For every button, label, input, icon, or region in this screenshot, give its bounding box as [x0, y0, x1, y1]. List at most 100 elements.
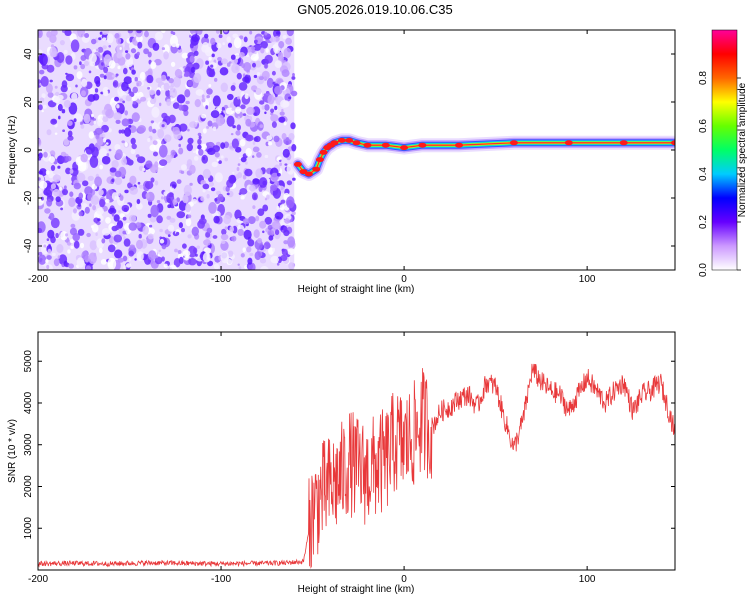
noise-blob — [127, 30, 133, 34]
noise-blob — [73, 182, 82, 190]
noise-blob — [128, 222, 138, 231]
noise-blob — [102, 89, 109, 96]
noise-blob — [197, 144, 202, 150]
y-tick-label: 0 — [23, 147, 34, 153]
track-peak — [345, 137, 354, 143]
noise-blob — [208, 202, 217, 214]
noise-blob — [245, 134, 254, 142]
noise-blob — [291, 76, 296, 80]
noise-blob — [236, 72, 242, 80]
noise-blob — [158, 249, 162, 252]
noise-blob — [187, 80, 194, 87]
noise-blob — [108, 148, 112, 152]
noise-blob — [156, 215, 163, 224]
noise-blob — [79, 61, 82, 66]
noise-blob — [125, 263, 132, 268]
noise-blob — [47, 248, 52, 255]
noise-blob — [276, 205, 280, 210]
noise-blob — [43, 244, 47, 248]
noise-blob — [111, 160, 119, 169]
x-tick-label: -100 — [211, 274, 231, 285]
noise-blob — [48, 156, 55, 164]
noise-blob — [147, 213, 152, 218]
noise-blob — [210, 110, 220, 119]
noise-blob — [137, 41, 143, 49]
noise-blob — [174, 153, 178, 157]
noise-blob — [240, 195, 245, 200]
noise-blob — [111, 192, 119, 201]
noise-blob — [262, 230, 265, 234]
noise-blob — [96, 207, 104, 215]
noise-blob — [189, 55, 195, 63]
noise-blob — [260, 266, 269, 270]
noise-blob — [187, 234, 192, 239]
noise-blob — [130, 137, 136, 145]
noise-blob — [53, 188, 60, 197]
noise-blob — [70, 245, 74, 249]
noise-blob — [201, 98, 206, 103]
noise-blob — [86, 232, 91, 238]
noise-blob — [124, 142, 128, 147]
noise-blob — [196, 245, 200, 250]
noise-blob — [111, 74, 116, 78]
noise-blob — [203, 239, 211, 246]
noise-blob — [76, 172, 86, 183]
noise-blob — [195, 253, 198, 257]
noise-blob — [105, 108, 114, 119]
noise-blob — [188, 258, 197, 266]
noise-blob — [242, 174, 247, 180]
noise-blob — [231, 138, 239, 149]
noise-blob — [292, 73, 295, 77]
noise-blob — [212, 235, 218, 239]
noise-blob — [125, 53, 131, 60]
noise-blob — [232, 171, 235, 174]
noise-blob — [67, 135, 74, 141]
noise-blob — [80, 63, 86, 70]
noise-blob — [123, 67, 128, 75]
noise-blob — [237, 228, 244, 236]
noise-blob — [242, 113, 247, 116]
noise-blob — [286, 196, 295, 209]
noise-blob — [161, 30, 166, 33]
x-tick-label: 0 — [401, 274, 407, 285]
noise-blob — [210, 187, 216, 192]
noise-blob — [134, 76, 138, 82]
track-peak — [418, 142, 427, 148]
track-peak — [564, 140, 573, 146]
noise-blob — [261, 105, 265, 110]
noise-blob — [271, 70, 276, 76]
noise-blob — [193, 72, 202, 84]
noise-blob — [279, 111, 285, 116]
noise-blob — [208, 69, 216, 78]
noise-blob — [148, 126, 153, 132]
noise-blob — [152, 128, 157, 134]
noise-blob — [237, 96, 240, 100]
noise-blob — [264, 154, 269, 159]
noise-blob — [103, 66, 109, 74]
noise-blob — [204, 47, 213, 57]
noise-blob — [68, 263, 74, 269]
track-peak — [293, 161, 302, 167]
noise-blob — [237, 263, 240, 266]
snr-panel: -200 -100 0 100 1000 2000 3000 4000 5000 Height… — [7, 331, 676, 595]
noise-blob — [54, 85, 58, 89]
noise-blob — [291, 211, 296, 216]
noise-blob — [281, 108, 284, 112]
noise-blob — [252, 178, 260, 185]
noise-blob — [84, 33, 90, 38]
noise-blob — [290, 90, 298, 97]
noise-blob — [68, 197, 76, 208]
noise-blob — [146, 74, 154, 84]
noise-blob — [231, 63, 240, 74]
noise-blob — [287, 236, 296, 248]
noise-blob — [214, 77, 218, 82]
track-peak — [319, 149, 328, 155]
noise-blob — [174, 248, 178, 253]
noise-blob — [121, 81, 129, 92]
noise-blob — [108, 45, 111, 48]
noise-blob — [92, 49, 96, 52]
noise-blob — [136, 202, 143, 210]
noise-blob — [213, 215, 220, 224]
noise-blob — [220, 240, 226, 245]
